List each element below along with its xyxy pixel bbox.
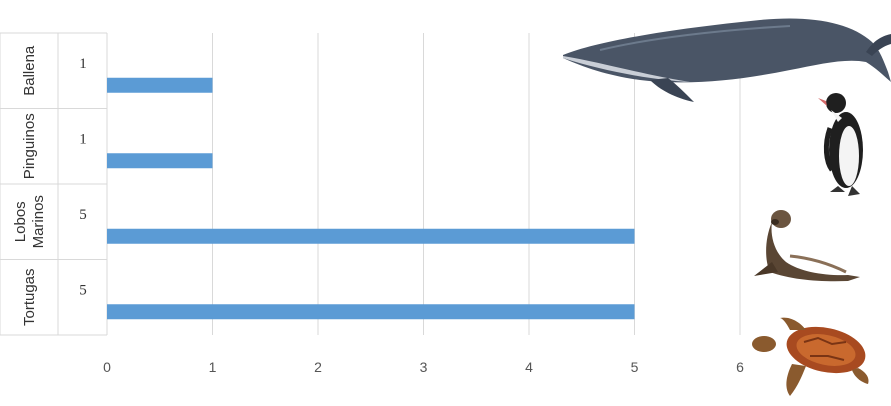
- category-label: Pinguinos: [21, 113, 38, 179]
- bars: [107, 77, 635, 320]
- category-table: [0, 32, 107, 336]
- x-tick-label: 0: [103, 359, 111, 375]
- x-tick-label: 4: [525, 359, 533, 375]
- x-tick-label: 3: [420, 359, 428, 375]
- x-tick-label: 1: [209, 359, 217, 375]
- x-tick-labels: 0 1 2 3 4 5 6: [103, 359, 744, 375]
- bar: [107, 228, 635, 244]
- penguin-icon: [818, 93, 863, 196]
- category-label: LobosMarinos: [12, 195, 47, 248]
- value-label: 5: [79, 207, 87, 223]
- value-label: 5: [79, 282, 87, 298]
- sea-lion-icon: [754, 210, 860, 282]
- value-label: 1: [79, 131, 87, 147]
- x-tick-label: 2: [314, 359, 322, 375]
- value-labels: 1 1 5 5: [79, 56, 87, 299]
- x-tick-label: 5: [631, 359, 639, 375]
- value-label: 1: [79, 56, 87, 72]
- whale-icon: [563, 18, 891, 102]
- bar: [107, 153, 213, 169]
- x-tick-label: 6: [736, 359, 744, 375]
- turtle-icon: [752, 317, 869, 396]
- bar: [107, 77, 213, 93]
- category-label: Tortugas: [21, 268, 38, 326]
- category-labels: Ballena Pinguinos LobosMarinos Tortugas: [12, 45, 47, 326]
- bar: [107, 304, 635, 320]
- category-label: Ballena: [21, 45, 38, 96]
